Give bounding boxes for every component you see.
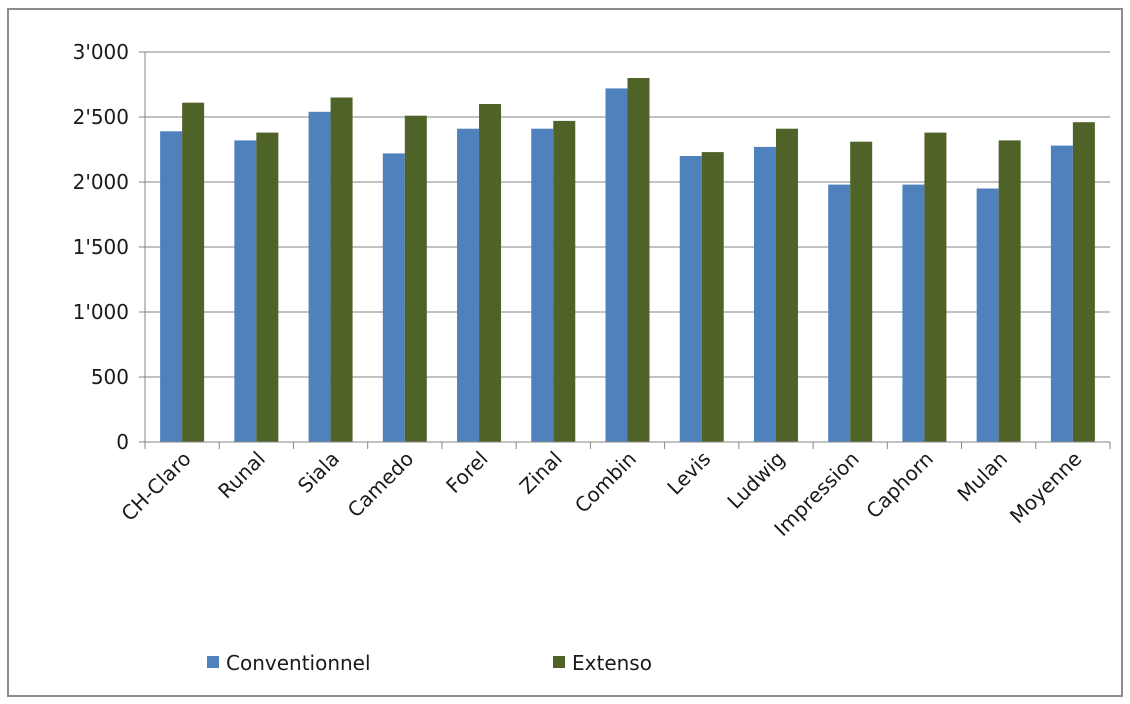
bar-conventionnel-forel [457,128,480,442]
bar-extenso-forel [479,104,502,442]
bar-conventionnel-runal [234,140,257,442]
bar-conventionnel-caphorn [902,184,925,442]
bar-conventionnel-impression [828,184,851,442]
x-category-label: Mulan [952,447,1012,507]
x-category-label: Caphorn [861,447,938,524]
y-tick-label: 1'500 [73,235,129,259]
y-tick-label: 500 [91,365,129,389]
bar-conventionnel-mulan [976,188,999,442]
y-tick-label: 2'000 [73,170,129,194]
legend: Conventionnel Extenso [207,651,652,675]
y-axis-tick-labels: 0 500 1'000 1'500 2'000 2'500 3'000 [73,40,145,454]
x-category-label: Levis [662,447,715,500]
bar-conventionnel-ch-claro [160,131,183,443]
bar-extenso-siala [330,97,353,442]
bar-conventionnel-zinal [531,128,554,442]
bar-conventionnel-siala [308,111,331,443]
bar-extenso-impression [850,141,873,442]
legend-swatch-conventionnel [207,656,219,668]
bar-extenso-ludwig [775,128,798,442]
x-category-label: CH-Claro [116,447,195,526]
bar-extenso-zinal [553,120,576,443]
bar-conventionnel-moyenne [1050,145,1073,442]
bar-extenso-moyenne [1072,122,1095,442]
bar-extenso-caphorn [924,132,947,442]
bar-extenso-mulan [998,140,1021,442]
bars [160,78,1095,443]
x-category-label: Forel [441,447,492,498]
legend-label-conventionnel: Conventionnel [226,651,371,675]
y-tick-label: 0 [116,430,129,454]
bar-conventionnel-camedo [382,153,405,442]
y-tick-label: 2'500 [73,105,129,129]
y-tick-label: 3'000 [73,40,129,64]
bar-conventionnel-levis [679,156,702,442]
x-category-label: Siala [293,447,344,498]
x-axis [144,52,1111,449]
bar-extenso-camedo [404,115,427,442]
x-category-label: Runal [213,447,270,504]
bar-extenso-ch-claro [182,102,205,442]
bar-conventionnel-ludwig [753,146,776,442]
bar-conventionnel-combin [605,88,628,443]
x-category-label: Combin [570,447,641,518]
bar-extenso-combin [627,78,650,442]
x-category-label: Camedo [343,447,419,523]
x-category-label: Moyenne [1005,447,1087,529]
y-tick-label: 1'000 [73,300,129,324]
x-category-label: Ludwig [722,447,789,514]
legend-label-extenso: Extenso [572,651,652,675]
bar-extenso-runal [256,132,279,442]
x-category-label: Zinal [515,447,567,499]
legend-swatch-extenso [553,656,565,668]
bar-extenso-levis [701,152,724,442]
